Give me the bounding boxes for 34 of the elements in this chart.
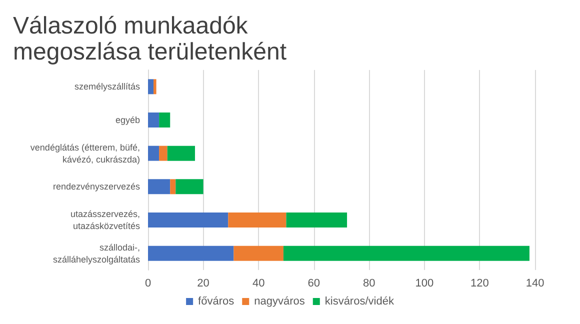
y-tick-label: szállodai-, szálláhelyszolgáltatás bbox=[52, 242, 140, 264]
bar bbox=[170, 179, 176, 194]
bar bbox=[228, 212, 286, 228]
y-tick-label: utazásszervezés, utazásközvetítés bbox=[70, 209, 140, 231]
y-tick-label: személyszállítás bbox=[74, 82, 140, 92]
x-tick-label: 60 bbox=[308, 278, 320, 290]
legend-label: nagyváros bbox=[254, 296, 306, 308]
x-tick-label: 40 bbox=[252, 278, 265, 290]
x-tick-label: 100 bbox=[415, 278, 434, 290]
x-tick-label: 0 bbox=[144, 278, 152, 290]
bar bbox=[234, 246, 284, 261]
x-tick-label: 20 bbox=[197, 278, 210, 290]
bar bbox=[286, 212, 348, 228]
x-tick-label: 80 bbox=[363, 278, 376, 290]
bar bbox=[167, 146, 195, 161]
legend-label: főváros bbox=[198, 296, 235, 308]
bar bbox=[148, 179, 170, 194]
legend-label: kisváros/vidék bbox=[324, 296, 394, 308]
y-tick-label: egyéb bbox=[115, 115, 140, 125]
y-tick-label: rendezvényszervezés bbox=[52, 182, 140, 192]
bar bbox=[148, 146, 160, 161]
bar bbox=[159, 112, 170, 128]
bar bbox=[159, 146, 168, 161]
y-tick-label: vendéglátás (étterem, büfé, kávézó, cukrászda) bbox=[30, 142, 140, 164]
x-tick-label: 120 bbox=[470, 278, 489, 290]
bar bbox=[176, 179, 204, 194]
bar bbox=[154, 79, 156, 94]
bar bbox=[148, 112, 160, 128]
chart-title: Válaszoló munkaadók megoszlása területenként bbox=[13, 12, 287, 66]
bar bbox=[148, 212, 228, 228]
x-tick-label: 140 bbox=[526, 278, 544, 290]
bar bbox=[283, 246, 530, 261]
bar bbox=[148, 79, 154, 94]
bar bbox=[148, 246, 234, 261]
